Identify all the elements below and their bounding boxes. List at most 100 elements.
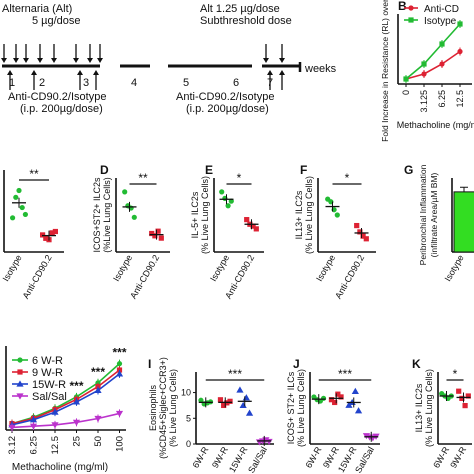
data-point	[217, 397, 224, 403]
x-tick-label: 12.5	[455, 90, 465, 108]
alt-arrow-head	[23, 58, 29, 63]
anti-label-2: Anti-CD90.2/Isotype	[176, 91, 274, 103]
panel-b-chart: B Fold Increase in Resistance (RL) over B…	[380, 0, 474, 142]
data-point	[335, 391, 341, 397]
week-label: 6	[233, 77, 239, 89]
y-axis-label: IL-5+ ILC2s	[190, 191, 200, 238]
data-point	[250, 223, 256, 229]
anti-dose-2: (i.p. 200µg/dose)	[186, 103, 269, 115]
y-axis-label: (% Live Lung Cells)	[424, 369, 434, 447]
panel-e-chart: EIL-5+ ILC2s (% Live Lung Cells)IsotypeAn…	[190, 163, 264, 300]
x-tick-label: 100	[115, 436, 126, 452]
panel-letter: G	[404, 163, 413, 177]
legend-marker	[408, 5, 414, 11]
x-tick-label: Isotype	[314, 253, 337, 283]
anti-dose-1: (i.p. 200µg/dose)	[20, 103, 103, 115]
week-label: 1	[9, 77, 15, 89]
significance-marker: **	[29, 167, 39, 181]
x-tick-label: 12.5	[50, 436, 61, 455]
alt-arrow-head	[73, 58, 79, 63]
significance-marker: **	[138, 171, 148, 185]
significance-marker: ***	[69, 379, 83, 393]
legend-marker	[17, 369, 23, 375]
alt-arrow-head	[97, 58, 103, 63]
week-label: 4	[131, 77, 137, 89]
y-axis-label: ICOS+ ST2+ ILCs	[286, 371, 296, 444]
protocol-schematic: Alternaria (Alt) 5 µg/dose Alt 1.25 µg/d…	[1, 3, 337, 115]
alt-arrow-head	[87, 58, 93, 63]
series-line	[405, 50, 461, 80]
panel-f-chart: F IL13+ ILC2s (% Live Lung Cells)IsotypeAn…	[294, 163, 376, 300]
data-point	[242, 394, 250, 401]
x-tick-label: 0	[401, 90, 411, 95]
data-point	[225, 203, 231, 209]
data-point	[354, 222, 360, 229]
antibody-arrow-head	[31, 70, 37, 75]
data-point	[10, 215, 16, 221]
significance-marker: ***	[338, 367, 352, 381]
x-tick-label: 3.12	[7, 436, 18, 455]
legend-label: 9 W-R	[32, 367, 63, 379]
y-axis-label: (infiltrate Area/µM BM)	[429, 172, 439, 257]
week-label: 3	[83, 77, 89, 89]
y-axis-label: ICOS+ST2+ ILC2s	[92, 177, 102, 253]
data-point	[13, 194, 19, 200]
x-tick-label: Anti-CD90.2	[128, 253, 161, 300]
legend-marker	[408, 17, 414, 23]
significance-marker: *	[345, 171, 350, 185]
x-tick-label: 50	[93, 436, 104, 447]
x-axis-label: Methacholine (mg/ml)	[12, 462, 108, 473]
legend-label: Isotype	[424, 16, 457, 27]
x-tick-label: Isotype	[443, 253, 466, 283]
data-point	[253, 226, 259, 232]
data-point	[351, 387, 359, 394]
legend-marker	[17, 357, 23, 363]
data-point	[239, 401, 247, 409]
y-axis-label: Eosinophils	[148, 384, 158, 431]
panel-letter: I	[148, 357, 151, 371]
data-point	[332, 399, 338, 406]
significance-marker: ***	[91, 365, 105, 379]
data-point	[155, 228, 161, 234]
x-tick-label: 6W-R	[303, 445, 323, 470]
alt-arrow-head	[263, 58, 269, 63]
data-point	[22, 211, 28, 218]
panel-h-chart: 3.12 6.25 12.5 25 50 100 Methacholine (mg/ml) *…	[5, 346, 127, 473]
data-point	[236, 386, 244, 393]
data-point	[40, 232, 46, 238]
data-point	[462, 403, 468, 409]
series-line	[11, 363, 121, 425]
antibody-arrow-head	[279, 70, 285, 75]
data-point	[227, 398, 233, 404]
legend-label: Sal/Sal	[32, 391, 67, 403]
alt-arrow-head	[1, 58, 7, 63]
significance-marker: ***	[112, 346, 126, 360]
data-point	[16, 187, 22, 194]
significance-marker: *	[453, 367, 458, 381]
data-point	[363, 236, 369, 242]
series-line	[405, 23, 461, 80]
alt-low-label: Alt 1.25 µg/dose	[200, 3, 280, 15]
data-point	[152, 233, 158, 239]
y-axis-label: Fold Increase in Resistance (RL) over Ba…	[380, 0, 390, 142]
y-axis-label: (% Live Lung Cells)	[200, 176, 210, 254]
data-point	[456, 388, 462, 394]
data-point	[49, 230, 55, 236]
y-tick-label: 10	[181, 388, 191, 398]
week-label: 2	[39, 77, 45, 89]
antibody-arrow-head	[267, 70, 273, 75]
alt-arrow-head	[13, 58, 19, 63]
y-axis-label: (% Live Lung Cells)	[168, 369, 178, 447]
legend-marker	[16, 380, 24, 387]
x-axis-label: Methacholine (mg/ml)	[397, 120, 474, 130]
antibody-arrow-head	[77, 70, 83, 75]
data-point	[221, 402, 227, 409]
data-point	[158, 235, 164, 241]
y-axis-label: Peribronchial Inflammation	[418, 164, 428, 265]
data-point	[19, 204, 25, 211]
panel-letter: B	[398, 0, 407, 13]
